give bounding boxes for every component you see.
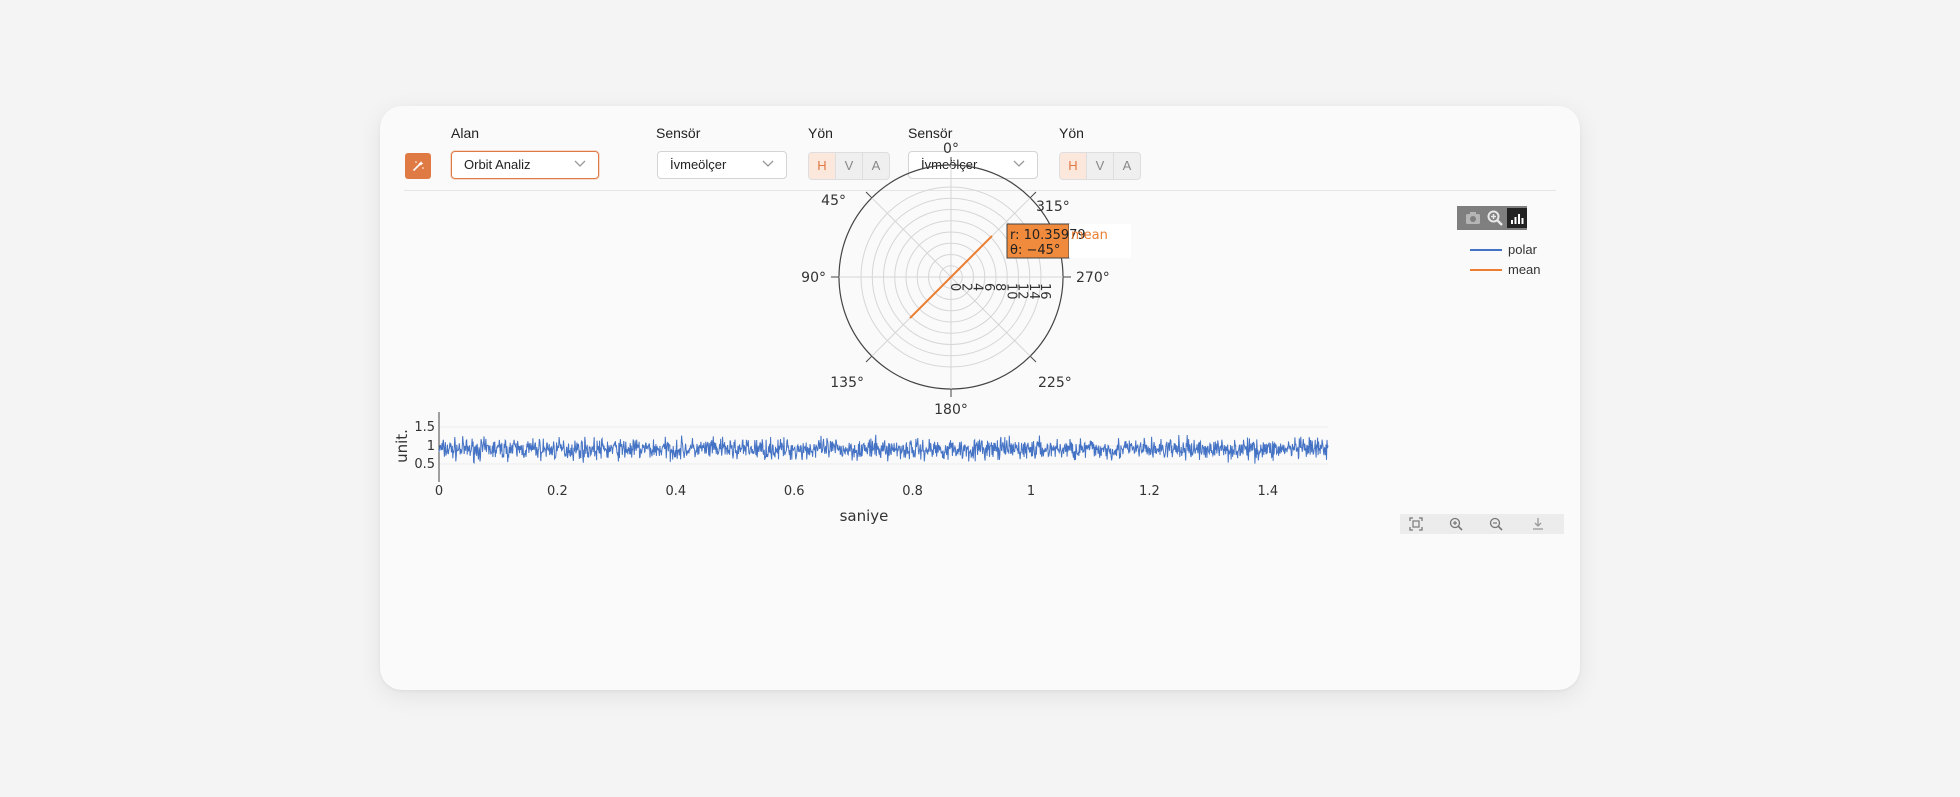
radial-tick: 6 [981,283,996,291]
chevron-down-icon [1013,160,1025,167]
chevron-down-icon [574,160,586,167]
chevron-down-icon [762,160,774,167]
direction-2-a[interactable]: A [1122,158,1132,173]
polar-legend: polar mean [1470,240,1560,280]
direction-toggle-1: H V A [808,152,890,180]
timeseries-chart: 1.5 1 0.5 unit. 0 0.2 0.4 0.6 0.8 1 1.2 … [393,412,1329,525]
legend-swatch-mean [1470,269,1502,271]
radial-tick: 8 [992,283,1007,291]
sensor-select-1-value: İvmeölçer [670,157,727,172]
radial-tick: 16 [1037,283,1052,300]
x-tick: 0 [435,484,443,499]
polar-modebar [1457,206,1527,230]
sensor-label-2: Sensör [908,125,953,141]
analysis-card: Alan Orbit Analiz Sensör İvmeölçer Yön H… [380,106,1580,690]
magic-wand-button[interactable] [405,153,431,179]
ts-xlabel: saniye [840,507,889,525]
angle-label: 225° [1038,375,1072,391]
x-tick: 0.2 [547,484,568,499]
x-tick: 0.4 [665,484,686,499]
hover-tooltip: r: 10.35979 θ: −45° mean [1006,223,1131,259]
radial-tick: 4 [970,283,985,291]
ts-y-ticks: 1.5 1 0.5 [414,420,435,472]
zoom-out-icon[interactable] [1488,516,1504,532]
direction-1-v[interactable]: V [836,153,863,179]
zoom-icon[interactable] [1485,208,1505,228]
legend-label-mean: mean [1508,262,1541,277]
x-tick: 0.8 [902,484,923,499]
x-tick: 1 [1027,484,1035,499]
angle-label: 45° [821,193,846,209]
angle-label: 180° [934,402,968,418]
legend-item-mean[interactable]: mean [1470,260,1560,280]
legend-swatch-polar [1470,249,1502,251]
zoom-in-icon[interactable] [1448,516,1464,532]
y-tick: 0.5 [414,457,435,472]
filter-toolbar: Alan Orbit Analiz Sensör İvmeölçer Yön H… [380,106,1580,190]
field-select[interactable]: Orbit Analiz [451,151,599,179]
direction-2-h[interactable]: H [1060,153,1087,179]
direction-1-h[interactable]: H [809,153,836,179]
autoscale-icon[interactable] [1408,516,1424,532]
y-tick: 1.5 [414,420,435,435]
timeseries-modebar [1400,514,1564,534]
tooltip-theta: θ: −45° [1010,243,1060,258]
chart-logo-icon[interactable] [1507,208,1527,228]
legend-item-polar[interactable]: polar [1470,240,1560,260]
mean-line[interactable] [909,235,993,319]
legend-label-polar: polar [1508,242,1537,257]
field-select-value: Orbit Analiz [464,157,531,172]
ts-ylabel: unit. [393,429,411,463]
radial-tick: 14 [1026,283,1041,300]
x-tick: 1.2 [1139,484,1160,499]
sensor-select-1[interactable]: İvmeölçer [657,151,787,179]
magic-wand-icon [413,161,424,171]
field-label: Alan [451,125,480,141]
polar-angle-labels: 0° 45° 90° 135° 180° 225° 270° 315° [801,141,1110,418]
x-tick: 1.4 [1257,484,1278,499]
direction-label-1: Yön [808,125,833,141]
radial-tick: 2 [958,283,973,291]
ts-x-ticks: 0 0.2 0.4 0.6 0.8 1 1.2 1.4 [435,484,1278,499]
angle-label: 315° [1036,199,1070,215]
ts-signal-line[interactable] [438,434,1329,464]
direction-label-2: Yön [1059,125,1084,141]
camera-icon[interactable] [1463,208,1483,228]
direction-2-v[interactable]: V [1087,153,1114,179]
sensor-label-1: Sensör [656,125,701,141]
tooltip-r: r: 10.35979 [1010,228,1086,243]
tooltip-series: mean [1071,228,1108,243]
direction-1-a[interactable]: A [871,158,881,173]
angle-label: 270° [1076,270,1110,286]
angle-label: 0° [943,141,959,157]
radial-tick: 10 [1003,283,1018,300]
polar-radial-ticks: 0 2 4 6 8 10 12 14 16 [947,283,1052,300]
toolbar-divider [404,190,1556,191]
polar-chart: 0° 45° 90° 135° 180° 225° 270° 315° 0 2 … [801,141,1131,418]
download-icon[interactable] [1530,516,1546,532]
angle-label: 135° [830,375,864,391]
radial-tick: 12 [1015,283,1030,300]
y-tick: 1 [427,439,435,454]
radial-tick: 0 [947,283,962,291]
direction-toggle-2: H V A [1059,152,1141,180]
angle-label: 90° [801,270,826,286]
sensor-select-2[interactable]: İvmeölçer [908,151,1038,179]
x-tick: 0.6 [784,484,805,499]
